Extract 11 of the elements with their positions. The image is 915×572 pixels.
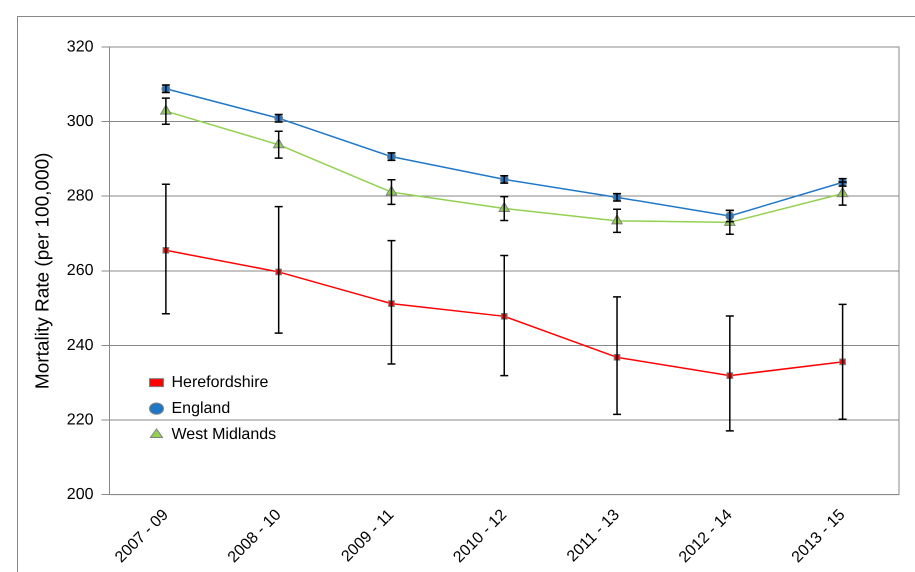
y-tick-label: 240 <box>66 336 94 354</box>
y-tick-label: 200 <box>66 486 94 504</box>
legend-label: West Midlands <box>171 426 276 444</box>
legend-label: England <box>171 400 230 418</box>
y-tick-label: 220 <box>66 411 94 428</box>
y-tick-label: 320 <box>66 38 94 56</box>
y-tick-label: 260 <box>66 262 94 280</box>
y-tick-label: 280 <box>66 188 94 205</box>
legend-label: Herefordshire <box>171 374 269 392</box>
y-axis-title: Mortality Rate (per 100,000) <box>32 152 54 390</box>
y-tick-label: 300 <box>66 113 94 130</box>
